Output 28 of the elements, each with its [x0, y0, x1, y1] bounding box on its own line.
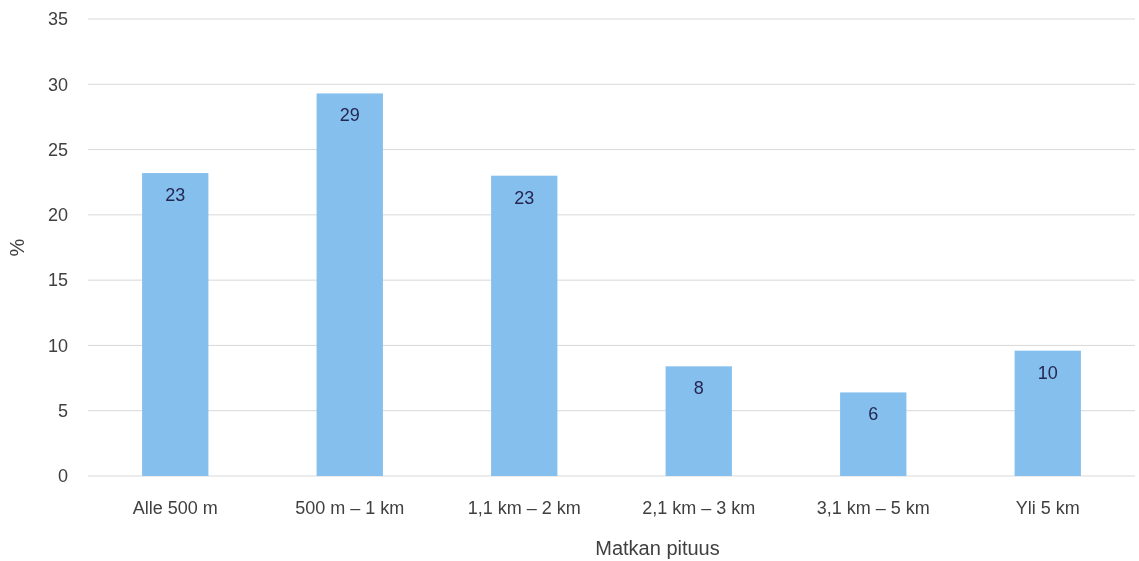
- y-tick-label: 5: [57, 401, 68, 422]
- y-tick-label: 15: [47, 270, 68, 291]
- data-label: 23: [165, 185, 186, 206]
- data-label: 23: [514, 187, 535, 208]
- data-label: 29: [339, 105, 360, 126]
- x-tick-label: 1,1 km – 2 km: [467, 498, 581, 518]
- bar: [316, 93, 383, 476]
- x-tick-label: Yli 5 km: [1015, 498, 1080, 518]
- y-tick-label: 35: [47, 9, 68, 30]
- y-tick-label: 30: [47, 74, 68, 95]
- bar: [491, 175, 558, 476]
- y-tick-label: 25: [47, 139, 68, 160]
- y-tick-label: 0: [57, 466, 68, 487]
- x-tick-label: 500 m – 1 km: [295, 498, 405, 518]
- y-tick-label: 10: [47, 335, 68, 356]
- x-tick-label: 2,1 km – 3 km: [642, 498, 756, 518]
- y-tick-label: 20: [47, 205, 68, 226]
- x-axis-title: Matkan pituus: [595, 537, 720, 559]
- data-label: 8: [693, 378, 704, 399]
- bar: [840, 392, 907, 476]
- x-tick-label: 3,1 km – 5 km: [816, 498, 930, 518]
- data-label: 10: [1037, 362, 1058, 383]
- data-label: 6: [868, 404, 879, 425]
- bar: [142, 173, 209, 476]
- bar: [1014, 350, 1081, 476]
- bar: [665, 366, 732, 476]
- y-axis-title: %: [6, 238, 28, 257]
- x-tick-label: Alle 500 m: [132, 498, 218, 518]
